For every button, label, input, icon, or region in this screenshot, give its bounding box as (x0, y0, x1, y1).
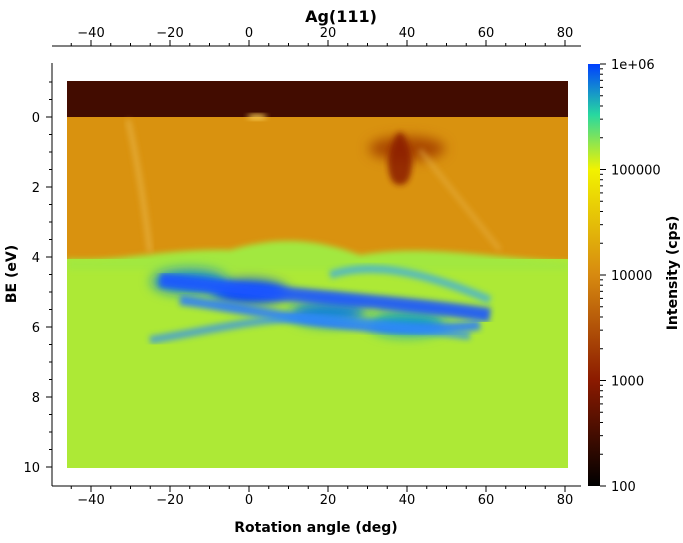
x-tick-label: −40 (77, 493, 104, 508)
blue-band-3 (328, 264, 492, 304)
colorbar-tick-label: 100 (611, 480, 636, 495)
x-tick-label: 20 (320, 493, 337, 508)
x-tick-label-top: 40 (399, 26, 416, 41)
y-tick-label: 0 (32, 111, 40, 126)
x-tick-label-top: 60 (478, 26, 495, 41)
colorbar-tick-label: 10000 (611, 269, 652, 284)
band-edge-wave (67, 240, 568, 270)
region-upper-band (67, 117, 568, 259)
colorbar-title: Intensity (cps) (665, 216, 681, 331)
dispersion-line-left (125, 119, 153, 253)
x-tick-label-top: 20 (320, 26, 337, 41)
region-valence-top (67, 81, 568, 117)
x-tick-label-top: 0 (245, 26, 253, 41)
x-tick-label-top: 80 (557, 26, 574, 41)
y-axis-title: BE (eV) (4, 245, 20, 303)
colorbar-ticks: 100 1000 10000 100000 1e+06 (600, 58, 661, 495)
chart-title: Ag(111) (305, 7, 377, 26)
x-axis-top-ticks: −40 −20 0 20 40 60 80 (70, 26, 574, 46)
y-tick-label: 4 (32, 251, 40, 266)
x-tick-label: 60 (478, 493, 495, 508)
y-tick-label: 10 (23, 461, 40, 476)
x-tick-label: 0 (245, 493, 253, 508)
blue-band-1 (159, 273, 491, 322)
y-tick-label: 6 (32, 321, 40, 336)
y-tick-label: 2 (32, 181, 40, 196)
heatmap-image (67, 81, 568, 468)
x-axis-title: Rotation angle (deg) (234, 520, 397, 536)
spot-40deg (388, 132, 412, 185)
dispersion-line-right (418, 148, 502, 252)
x-axis-bottom-ticks: −40 −20 0 20 40 60 80 (70, 486, 574, 508)
x-tick-label-top: −20 (156, 26, 183, 41)
x-tick-label: 80 (557, 493, 574, 508)
y-tick-label: 8 (32, 391, 40, 406)
colorbar-tick-label: 100000 (611, 164, 661, 179)
surface-state-spot (247, 114, 267, 120)
x-tick-label-top: −40 (77, 26, 104, 41)
x-tick-label: 40 (399, 493, 416, 508)
colorbar-tick-label: 1e+06 (611, 58, 655, 73)
colorbar (588, 64, 600, 486)
colorbar-tick-label: 1000 (611, 375, 644, 390)
x-tick-label: −20 (156, 493, 183, 508)
blue-band-4 (149, 313, 471, 344)
y-axis-ticks: 0 2 4 6 8 10 (23, 81, 52, 476)
